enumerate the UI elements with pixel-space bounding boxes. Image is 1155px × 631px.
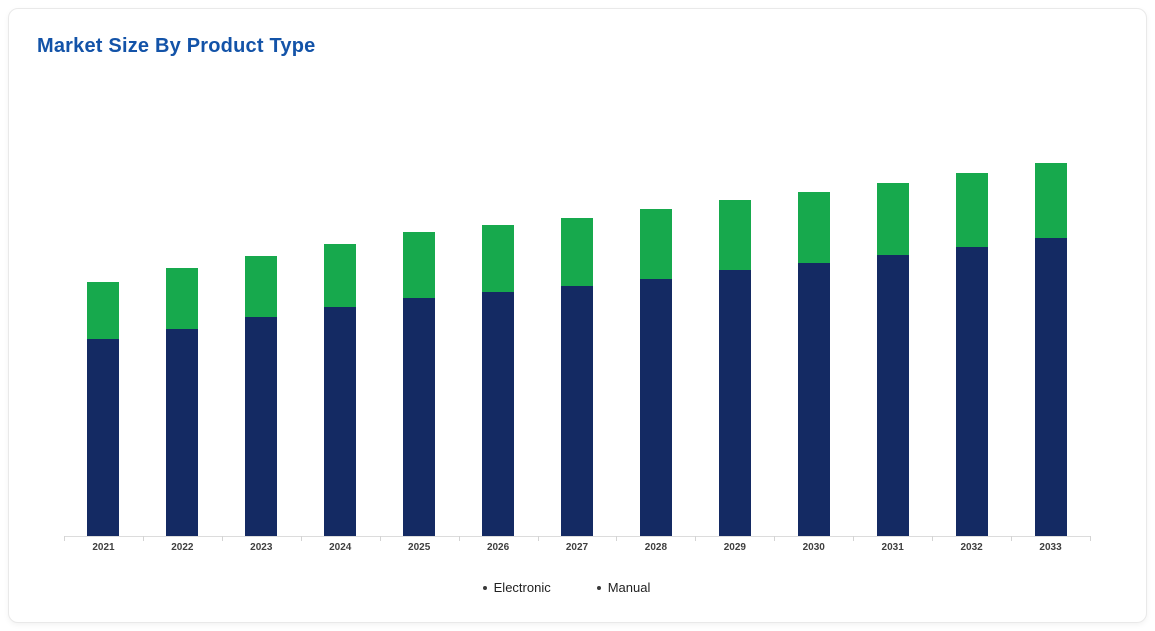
bar-group-2021[interactable] (87, 282, 120, 536)
x-axis-tick (1011, 536, 1013, 541)
bar-segment-electronic-2024[interactable] (324, 307, 357, 536)
bar-segment-manual-2027[interactable] (560, 218, 593, 286)
bar-group-2022[interactable] (166, 268, 199, 536)
chart-card: Market Size By Product Type 2021 2022 2023… (8, 8, 1147, 623)
bar-segment-electronic-2022[interactable] (166, 329, 199, 536)
x-axis-tick (379, 536, 381, 541)
bar-group-2026[interactable] (482, 225, 515, 536)
bar-segment-manual-2030[interactable] (797, 192, 830, 263)
legend-label-electronic: Electronic (493, 580, 551, 595)
bar-slot-2023 (222, 9, 301, 536)
bar-segment-electronic-2021[interactable] (87, 339, 120, 536)
x-axis-label-2030: 2030 (802, 542, 825, 553)
bar-group-2023[interactable] (245, 256, 278, 536)
dot-icon (482, 585, 487, 590)
x-axis-label-2031: 2031 (881, 542, 904, 553)
bar-segment-manual-2031[interactable] (876, 183, 909, 255)
bar-group-2031[interactable] (876, 183, 909, 536)
dot-icon (596, 585, 601, 590)
x-axis-tick (458, 536, 460, 541)
stacked-bar-plot-area (64, 9, 1090, 536)
bar-slot-2029 (695, 9, 774, 536)
bar-group-2032[interactable] (955, 173, 988, 536)
x-axis-label-2023: 2023 (250, 542, 273, 553)
bar-segment-manual-2029[interactable] (718, 200, 751, 270)
bar-group-2033[interactable] (1034, 163, 1067, 536)
bar-group-2029[interactable] (718, 200, 751, 536)
x-axis-tick (695, 536, 697, 541)
bar-segment-manual-2024[interactable] (324, 244, 357, 307)
x-axis-tick (616, 536, 618, 541)
bar-slot-2027 (538, 9, 617, 536)
bar-segment-electronic-2027[interactable] (560, 286, 593, 536)
bar-segment-manual-2032[interactable] (955, 173, 988, 247)
bar-group-2027[interactable] (560, 218, 593, 536)
x-axis-tick (142, 536, 144, 541)
x-axis-tick (1090, 536, 1091, 541)
bar-segment-manual-2021[interactable] (87, 282, 120, 339)
bar-segment-manual-2028[interactable] (639, 209, 672, 279)
x-axis-tick (932, 536, 934, 541)
bar-segment-manual-2022[interactable] (166, 268, 199, 329)
bar-segment-manual-2033[interactable] (1034, 163, 1067, 238)
bar-segment-electronic-2023[interactable] (245, 317, 278, 536)
bar-group-2030[interactable] (797, 192, 830, 536)
x-axis-label-2021: 2021 (92, 542, 115, 553)
x-axis-tick (537, 536, 539, 541)
chart-legend: Electronic Manual (9, 580, 1124, 595)
legend-item-manual[interactable]: Manual (596, 580, 651, 595)
x-axis-tick (853, 536, 855, 541)
legend-item-electronic[interactable]: Electronic (482, 580, 551, 595)
bar-slot-2021 (64, 9, 143, 536)
x-axis-label-2028: 2028 (644, 542, 668, 553)
bar-slot-2025 (380, 9, 459, 536)
bar-segment-electronic-2031[interactable] (876, 255, 909, 536)
bar-group-2025[interactable] (403, 232, 436, 536)
bar-segment-electronic-2029[interactable] (718, 270, 751, 536)
x-axis-line (64, 536, 1091, 537)
x-axis-tick (221, 536, 223, 541)
bar-slot-2031 (853, 9, 932, 536)
bar-slot-2032 (932, 9, 1011, 536)
bar-slot-2028 (616, 9, 695, 536)
bar-segment-manual-2023[interactable] (245, 256, 278, 317)
legend-label-manual: Manual (607, 580, 651, 595)
bar-slot-2024 (301, 9, 380, 536)
bar-group-2024[interactable] (324, 244, 357, 536)
x-axis-tick (64, 536, 65, 541)
bar-segment-electronic-2033[interactable] (1034, 238, 1067, 536)
x-axis-tick (774, 536, 776, 541)
x-axis-label-2033: 2033 (1039, 542, 1062, 553)
x-axis-label-2029: 2029 (723, 542, 746, 553)
x-axis-tick (300, 536, 302, 541)
bar-segment-manual-2025[interactable] (403, 232, 436, 298)
x-axis-label-2024: 2024 (329, 542, 352, 553)
bar-segment-manual-2026[interactable] (482, 225, 515, 292)
bar-slot-2030 (774, 9, 853, 536)
bar-slot-2026 (459, 9, 538, 536)
bar-segment-electronic-2025[interactable] (403, 298, 436, 536)
bar-segment-electronic-2030[interactable] (797, 263, 830, 536)
bar-segment-electronic-2028[interactable] (639, 279, 672, 536)
x-axis-label-2026: 2026 (486, 542, 510, 553)
x-axis-label-2022: 2022 (171, 542, 194, 553)
bar-segment-electronic-2032[interactable] (955, 247, 988, 536)
x-axis-label-2027: 2027 (565, 542, 589, 553)
bar-slot-2033 (1011, 9, 1090, 536)
bar-segment-electronic-2026[interactable] (482, 292, 515, 536)
chart-title: Market Size By Product Type (37, 35, 316, 57)
x-axis-labels-row: 2021 2022 2023 2024 2025 2026 2027 2028 2029 2030… (64, 542, 1090, 553)
x-axis-label-2025: 2025 (408, 542, 431, 553)
bar-slot-2022 (143, 9, 222, 536)
bar-group-2028[interactable] (639, 209, 672, 536)
x-axis-label-2032: 2032 (960, 542, 983, 553)
